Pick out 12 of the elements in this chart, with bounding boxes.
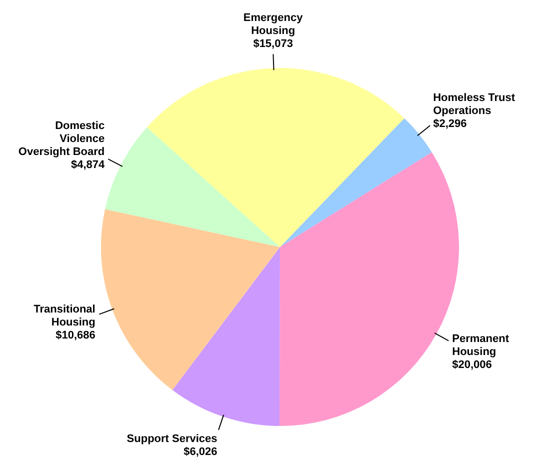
- data-label: $4,874: [70, 159, 106, 172]
- data-label: $10,686: [56, 329, 96, 342]
- slice-label: Permanent Housing: [452, 333, 510, 358]
- data-label: $6,026: [184, 446, 218, 458]
- slice-label: Transitional Housing: [34, 303, 96, 328]
- slice-label: Emergency Housing: [243, 12, 304, 38]
- slice-label: Homeless Trust Operations: [433, 92, 516, 118]
- slice-label: Support Services: [126, 433, 218, 446]
- data-label: $2,296: [433, 118, 467, 130]
- data-label: $15,073: [253, 38, 293, 50]
- data-label: $20,006: [452, 359, 492, 372]
- slice-label: Domestic Violence Oversight Board: [18, 120, 105, 158]
